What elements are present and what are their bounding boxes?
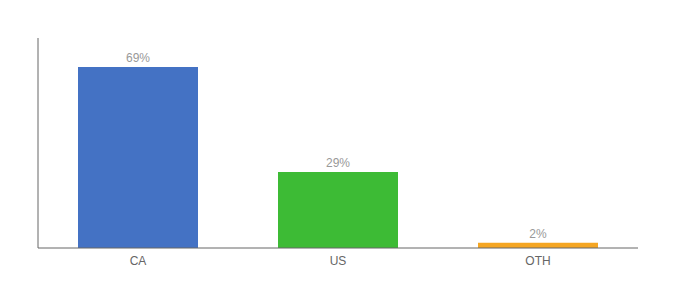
svg-text:2%: 2% <box>529 227 547 241</box>
svg-text:69%: 69% <box>126 51 150 65</box>
svg-text:29%: 29% <box>326 156 350 170</box>
svg-text:OTH: OTH <box>525 254 550 268</box>
svg-text:US: US <box>330 254 347 268</box>
svg-text:CA: CA <box>130 254 147 268</box>
